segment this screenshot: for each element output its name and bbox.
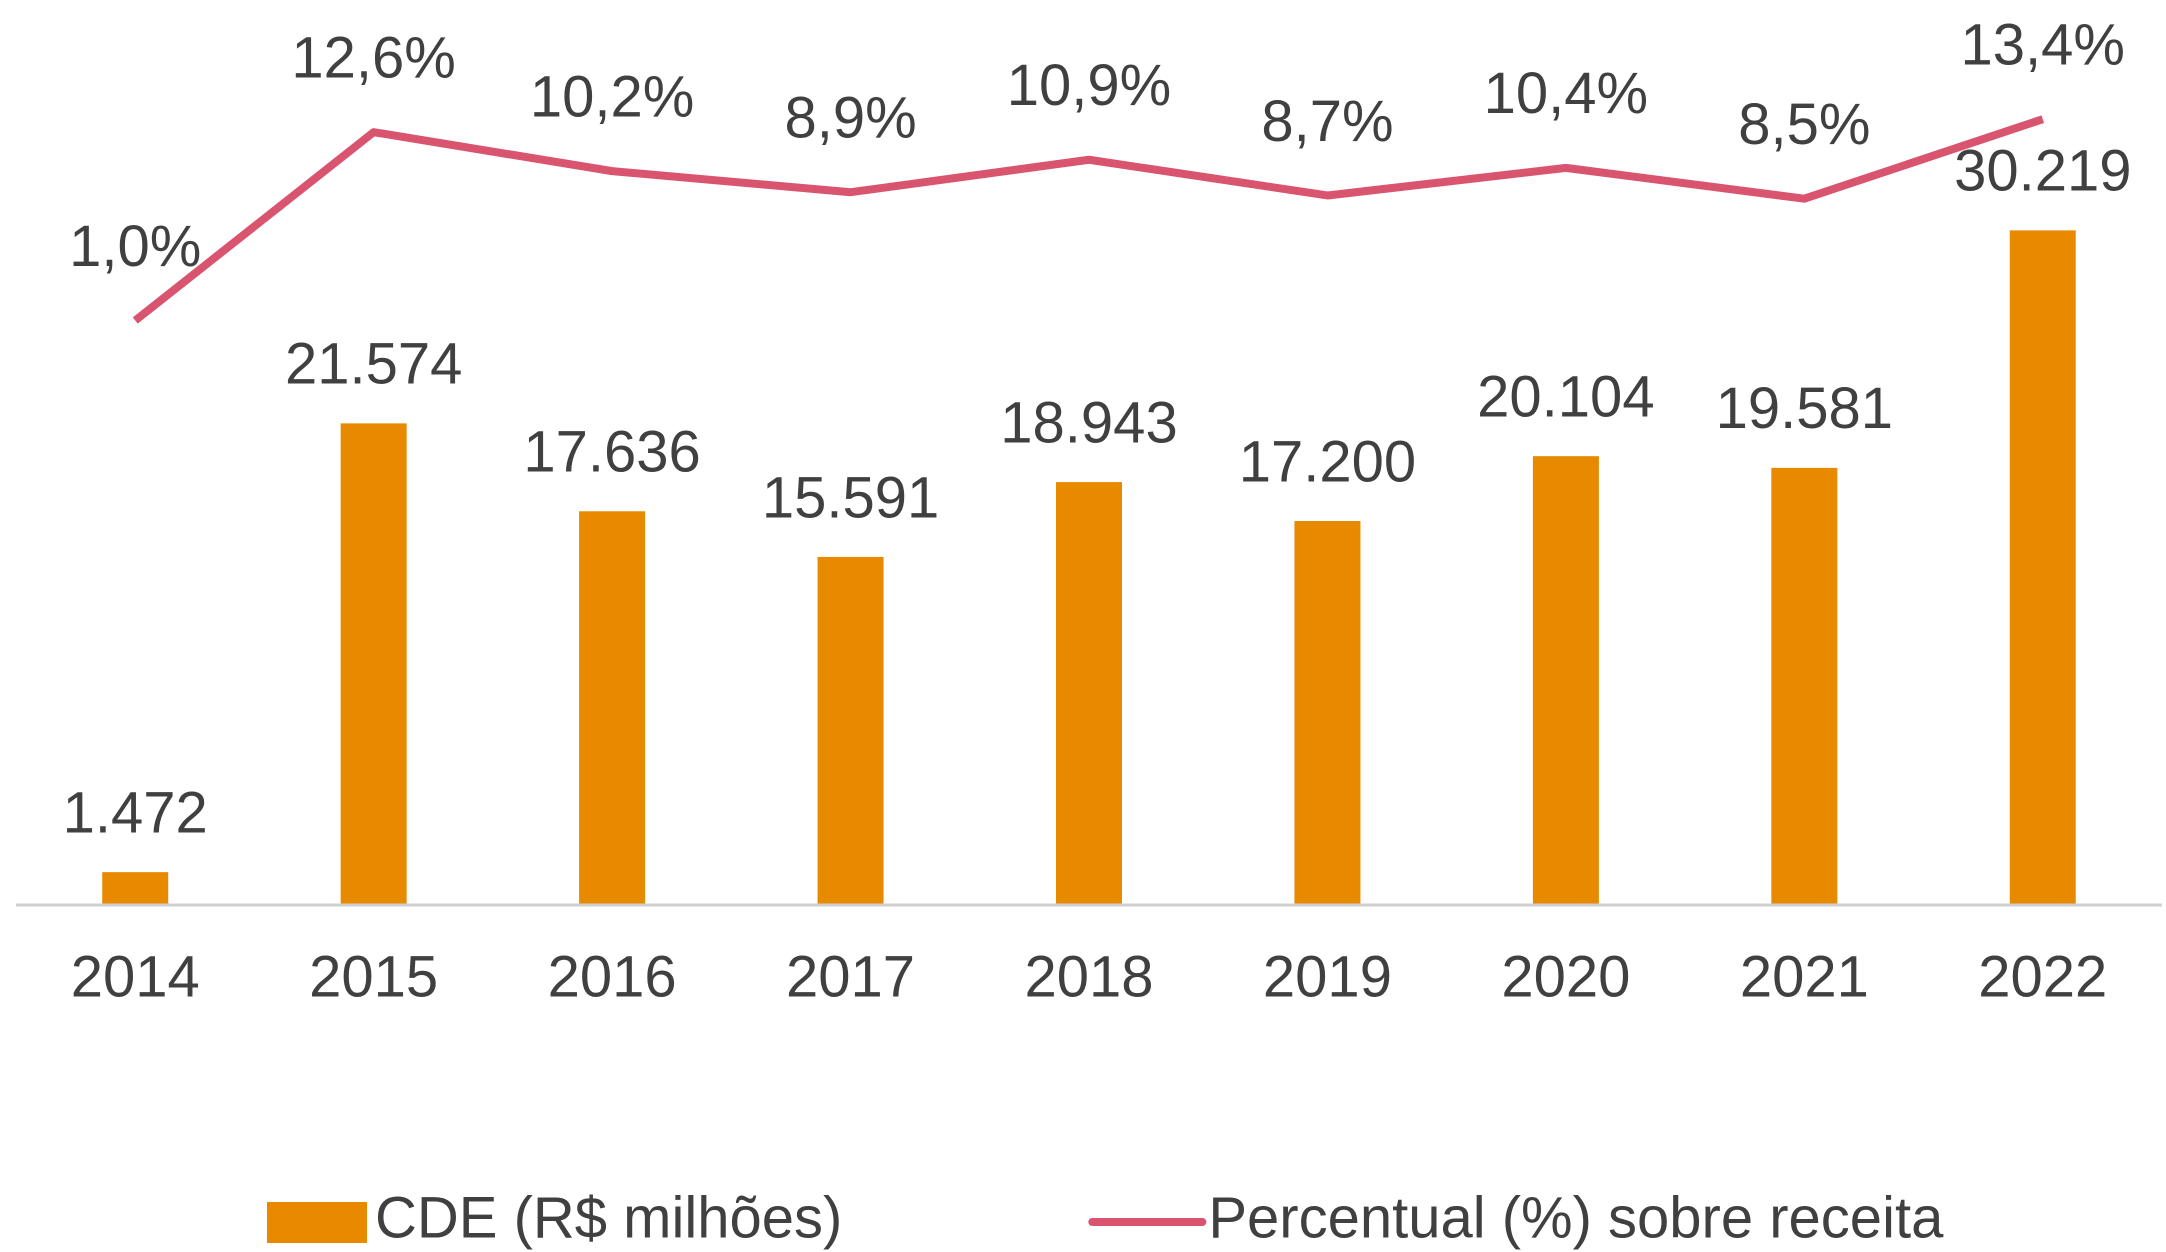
bar-value-label: 21.574 xyxy=(285,332,462,397)
bar-value-label: 1.472 xyxy=(63,780,208,845)
bar-value-label: 17.636 xyxy=(523,420,700,485)
x-tick-label: 2020 xyxy=(1501,944,1630,1009)
line-value-label: 8,5% xyxy=(1738,92,1870,157)
line xyxy=(132,115,2045,324)
bar xyxy=(1771,467,1838,905)
bar xyxy=(817,556,884,905)
x-tick-label: 2014 xyxy=(71,944,200,1009)
line-value-label: 10,4% xyxy=(1484,61,1648,126)
bar xyxy=(1294,521,1361,905)
bar-value-label: 30.219 xyxy=(1954,139,2131,204)
x-tick-label: 2016 xyxy=(548,944,677,1009)
x-tick-label: 2015 xyxy=(309,944,438,1009)
line-value-label: 10,9% xyxy=(1007,53,1171,118)
x-tick-label: 2019 xyxy=(1263,944,1392,1009)
bar-value-label: 19.581 xyxy=(1716,376,1893,441)
bar xyxy=(2009,230,2076,905)
x-tick-label: 2021 xyxy=(1740,944,1869,1009)
x-tick-label: 2018 xyxy=(1024,944,1153,1009)
line-value-label: 13,4% xyxy=(1961,12,2125,77)
bar-value-label: 15.591 xyxy=(762,465,939,530)
legend-label: Percentual (%) sobre receita xyxy=(1208,1185,1944,1250)
bar xyxy=(579,511,646,905)
legend-swatch xyxy=(267,1202,367,1243)
line-value-label: 1,0% xyxy=(69,214,201,279)
bar-value-label: 17.200 xyxy=(1239,429,1416,494)
line-value-label: 8,7% xyxy=(1261,89,1393,154)
line-value-label: 12,6% xyxy=(291,25,455,90)
bar xyxy=(340,423,407,905)
bar xyxy=(102,872,169,905)
x-tick-label: 2022 xyxy=(1978,944,2107,1009)
bar-value-label: 20.104 xyxy=(1477,365,1654,430)
line-value-label: 10,2% xyxy=(530,64,694,129)
bar xyxy=(1056,482,1122,905)
line-value-label: 8,9% xyxy=(784,86,916,151)
bar xyxy=(1532,456,1599,905)
bar-value-label: 18.943 xyxy=(1000,390,1177,455)
legend-label: CDE (R$ milhões) xyxy=(375,1185,842,1250)
x-tick-label: 2017 xyxy=(786,944,915,1009)
